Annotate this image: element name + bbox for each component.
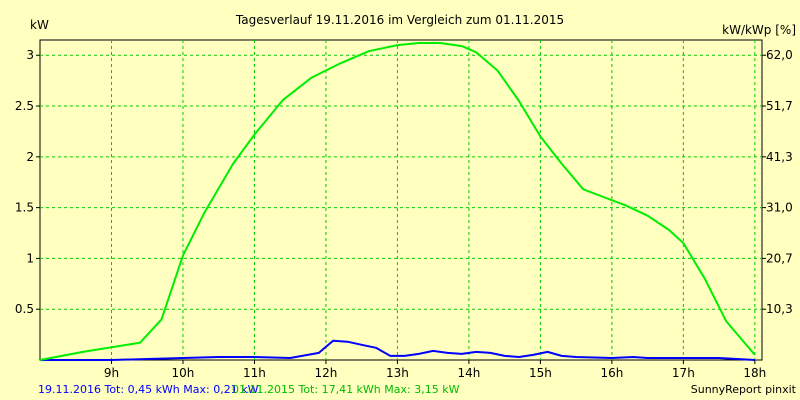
y-left-tick-label: 1 — [26, 251, 34, 265]
y-right-tick-label: 20,7 — [766, 251, 793, 265]
series-lines — [39, 42, 756, 361]
axes: 9h 10h 11h 12h 13h 14h 15h 16h 17h 18h 0.5 1 1.5 2 2.5… — [15, 48, 793, 380]
y-left-tick-label: 0.5 — [15, 302, 34, 316]
x-tick-label: 12h — [315, 366, 338, 380]
x-tick-label: 15h — [529, 366, 552, 380]
y-left-tick-label: 3 — [26, 48, 34, 62]
y-right-tick-label: 10,3 — [766, 302, 793, 316]
chart-title: Tagesverlauf 19.11.2016 im Vergleich zum… — [235, 13, 564, 27]
footer-blue-stats: 19.11.2016 Tot: 0,45 kWh Max: 0,21 kW — [38, 383, 259, 396]
footer-green-stats: 01.11.2015 Tot: 17,41 kWh Max: 3,15 kW — [232, 383, 460, 396]
y-right-tick-label: 62,0 — [766, 48, 793, 62]
y-right-tick-label: 51,7 — [766, 99, 793, 113]
y-left-tick-label: 1.5 — [15, 201, 34, 215]
y-right-tick-label: 31,0 — [766, 201, 793, 215]
y-right-tick-label: 41,3 — [766, 150, 793, 164]
x-tick-label: 16h — [600, 366, 623, 380]
y-left-tick-label: 2 — [26, 150, 34, 164]
x-tick-label: 13h — [386, 366, 409, 380]
series-line-blue — [40, 339, 755, 361]
series-line-green — [39, 42, 756, 361]
y-left-tick-label: 2.5 — [15, 99, 34, 113]
plot-area — [39, 39, 763, 361]
footer-credit: SunnyReport pinxit — [691, 383, 797, 396]
x-tick-label: 14h — [457, 366, 480, 380]
y-axis-left-label: kW — [30, 18, 49, 32]
x-tick-label: 18h — [743, 366, 766, 380]
x-tick-label: 17h — [672, 366, 695, 380]
x-tick-label: 10h — [172, 366, 195, 380]
x-tick-label: 11h — [243, 366, 266, 380]
x-tick-label: 9h — [104, 366, 119, 380]
grid — [40, 40, 762, 360]
y-axis-right-label: kW/kWp [%] — [722, 23, 796, 37]
